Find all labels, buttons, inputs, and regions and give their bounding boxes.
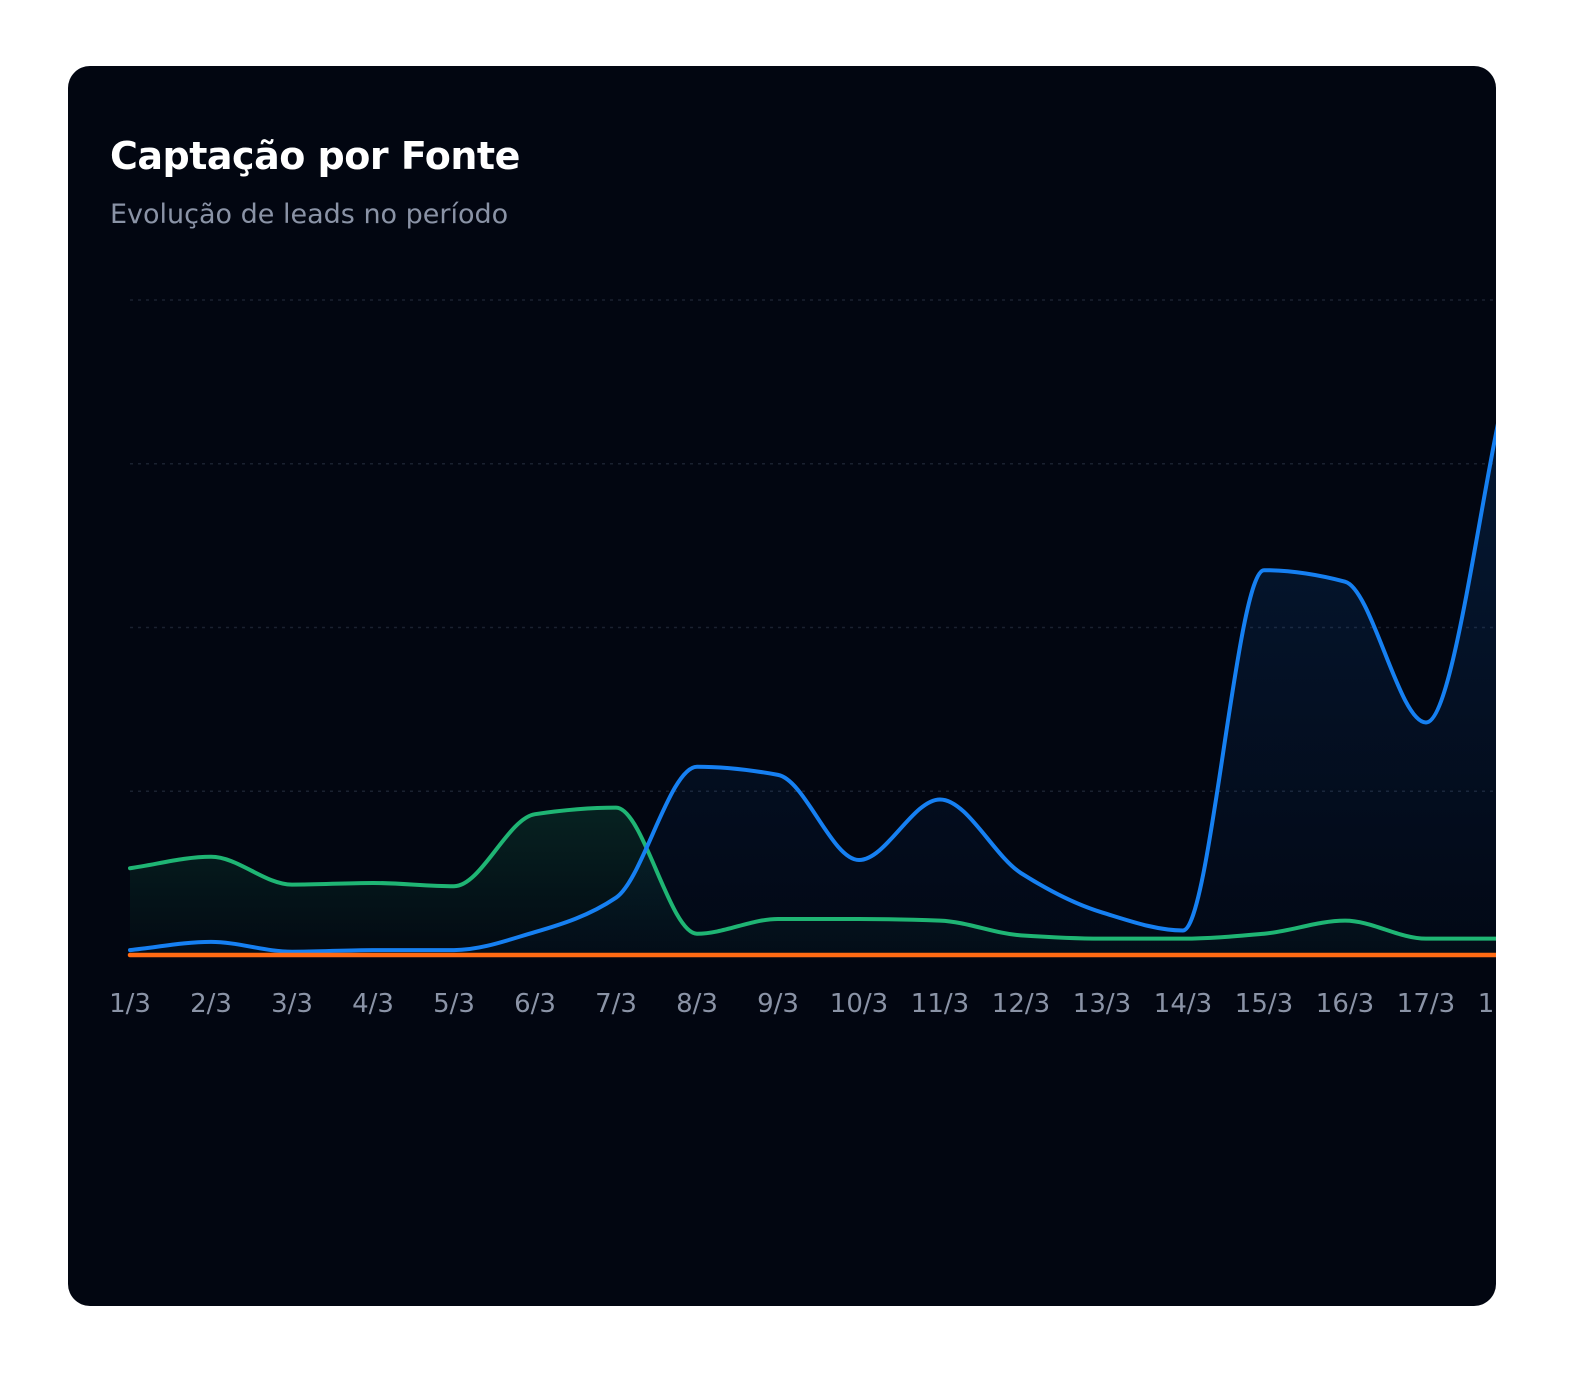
x-tick-label: 8/3: [676, 989, 718, 1019]
x-tick-label: 10/3: [830, 989, 888, 1019]
series-area-blue: [130, 433, 1496, 955]
series-areas: [130, 433, 1496, 955]
x-tick-label: 12/3: [992, 989, 1050, 1019]
x-tick-label: 9/3: [757, 989, 799, 1019]
series-area-green: [130, 807, 1496, 955]
series-lines: [127, 423, 1496, 958]
chart-card: Captação por Fonte Evolução de leads no …: [68, 66, 1496, 1306]
x-tick-label: 11/3: [911, 989, 969, 1019]
x-tick-label: 13/3: [1073, 989, 1131, 1019]
x-tick-label: 2/3: [190, 989, 232, 1019]
series-line-green: [128, 805, 1496, 941]
x-tick-label: 16/3: [1316, 989, 1374, 1019]
x-tick-label: 18/3: [1478, 989, 1496, 1019]
x-tick-label: 15/3: [1235, 989, 1293, 1019]
area-chart: 1/3 2/3 3/3 4/3 5/3 6/3 7/3 8/3 9/3 10/3 11/3 12/3 1…: [109, 299, 1496, 1019]
x-tick-label: 5/3: [433, 989, 475, 1019]
x-tick-label: 14/3: [1154, 989, 1212, 1019]
chart-title: Captação por Fonte: [110, 134, 520, 178]
x-tick-label: 3/3: [271, 989, 313, 1019]
chart-subtitle: Evolução de leads no período: [110, 199, 509, 230]
x-tick-label: 6/3: [514, 989, 556, 1019]
series-line-blue: [128, 423, 1496, 954]
x-tick-label: 17/3: [1397, 989, 1455, 1019]
x-axis-labels: 1/3 2/3 3/3 4/3 5/3 6/3 7/3 8/3 9/3 10/3 11/3 12/3 1…: [109, 989, 1496, 1019]
x-tick-label: 7/3: [595, 989, 637, 1019]
x-tick-label: 4/3: [352, 989, 394, 1019]
x-tick-label: 1/3: [109, 989, 151, 1019]
